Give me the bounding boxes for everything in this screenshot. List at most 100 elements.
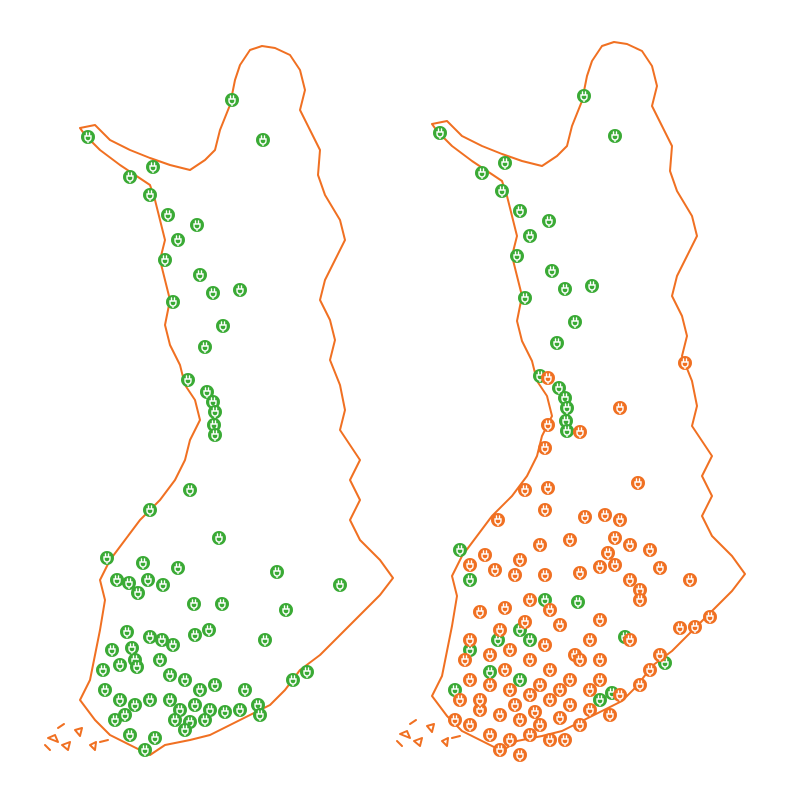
charging-station-marker[interactable] bbox=[608, 558, 622, 572]
charging-station-marker[interactable] bbox=[143, 503, 157, 517]
charging-station-marker[interactable] bbox=[193, 268, 207, 282]
charging-station-marker[interactable] bbox=[613, 513, 627, 527]
charging-station-marker[interactable] bbox=[518, 291, 532, 305]
charging-station-marker[interactable] bbox=[136, 556, 150, 570]
charging-station-marker[interactable] bbox=[593, 653, 607, 667]
charging-station-marker[interactable] bbox=[563, 698, 577, 712]
charging-station-marker[interactable] bbox=[503, 643, 517, 657]
charging-station-marker[interactable] bbox=[161, 208, 175, 222]
charging-station-marker[interactable] bbox=[125, 641, 139, 655]
charging-station-marker[interactable] bbox=[493, 623, 507, 637]
charging-station-marker[interactable] bbox=[513, 204, 527, 218]
charging-station-marker[interactable] bbox=[513, 748, 527, 762]
charging-station-marker[interactable] bbox=[498, 663, 512, 677]
charging-station-marker[interactable] bbox=[166, 295, 180, 309]
charging-station-marker[interactable] bbox=[458, 653, 472, 667]
charging-station-marker[interactable] bbox=[598, 508, 612, 522]
charging-station-marker[interactable] bbox=[608, 531, 622, 545]
charging-station-marker[interactable] bbox=[633, 678, 647, 692]
charging-station-marker[interactable] bbox=[148, 731, 162, 745]
charging-station-marker[interactable] bbox=[300, 665, 314, 679]
charging-station-marker[interactable] bbox=[508, 568, 522, 582]
charging-station-marker[interactable] bbox=[533, 678, 547, 692]
charging-station-marker[interactable] bbox=[483, 648, 497, 662]
charging-station-marker[interactable] bbox=[463, 718, 477, 732]
charging-station-marker[interactable] bbox=[146, 160, 160, 174]
charging-station-marker[interactable] bbox=[155, 633, 169, 647]
charging-station-marker[interactable] bbox=[583, 633, 597, 647]
charging-station-marker[interactable] bbox=[491, 513, 505, 527]
charging-station-marker[interactable] bbox=[571, 595, 585, 609]
charging-station-marker[interactable] bbox=[523, 593, 537, 607]
charging-station-marker[interactable] bbox=[573, 718, 587, 732]
charging-station-marker[interactable] bbox=[138, 743, 152, 757]
charging-station-marker[interactable] bbox=[168, 713, 182, 727]
charging-station-marker[interactable] bbox=[218, 705, 232, 719]
charging-station-marker[interactable] bbox=[270, 565, 284, 579]
charging-station-marker[interactable] bbox=[560, 424, 574, 438]
charging-station-marker[interactable] bbox=[212, 531, 226, 545]
charging-station-marker[interactable] bbox=[483, 728, 497, 742]
charging-station-marker[interactable] bbox=[583, 703, 597, 717]
charging-station-marker[interactable] bbox=[122, 576, 136, 590]
charging-station-marker[interactable] bbox=[171, 561, 185, 575]
charging-station-marker[interactable] bbox=[473, 703, 487, 717]
charging-station-marker[interactable] bbox=[256, 133, 270, 147]
charging-station-marker[interactable] bbox=[166, 638, 180, 652]
charging-station-marker[interactable] bbox=[156, 578, 170, 592]
charging-station-marker[interactable] bbox=[475, 166, 489, 180]
charging-station-marker[interactable] bbox=[538, 568, 552, 582]
charging-station-marker[interactable] bbox=[613, 688, 627, 702]
charging-station-marker[interactable] bbox=[703, 610, 717, 624]
charging-station-marker[interactable] bbox=[560, 401, 574, 415]
charging-station-marker[interactable] bbox=[215, 597, 229, 611]
charging-station-marker[interactable] bbox=[563, 673, 577, 687]
charging-station-marker[interactable] bbox=[473, 693, 487, 707]
charging-station-marker[interactable] bbox=[543, 693, 557, 707]
charging-station-marker[interactable] bbox=[573, 653, 587, 667]
charging-station-marker[interactable] bbox=[216, 319, 230, 333]
charging-station-marker[interactable] bbox=[538, 638, 552, 652]
charging-station-marker[interactable] bbox=[593, 613, 607, 627]
charging-station-marker[interactable] bbox=[208, 678, 222, 692]
charging-station-marker[interactable] bbox=[643, 663, 657, 677]
charging-station-marker[interactable] bbox=[178, 723, 192, 737]
charging-station-marker[interactable] bbox=[498, 156, 512, 170]
charging-station-marker[interactable] bbox=[545, 264, 559, 278]
charging-station-marker[interactable] bbox=[528, 705, 542, 719]
charging-station-marker[interactable] bbox=[523, 728, 537, 742]
charging-station-marker[interactable] bbox=[543, 603, 557, 617]
charging-station-marker[interactable] bbox=[238, 683, 252, 697]
charging-station-marker[interactable] bbox=[523, 688, 537, 702]
charging-station-marker[interactable] bbox=[143, 630, 157, 644]
charging-station-marker[interactable] bbox=[553, 711, 567, 725]
charging-station-marker[interactable] bbox=[613, 401, 627, 415]
charging-station-marker[interactable] bbox=[683, 573, 697, 587]
charging-station-marker[interactable] bbox=[483, 678, 497, 692]
charging-station-marker[interactable] bbox=[463, 633, 477, 647]
charging-station-marker[interactable] bbox=[498, 601, 512, 615]
charging-station-marker[interactable] bbox=[631, 476, 645, 490]
charging-station-marker[interactable] bbox=[448, 713, 462, 727]
charging-station-marker[interactable] bbox=[495, 184, 509, 198]
charging-station-marker[interactable] bbox=[538, 441, 552, 455]
charging-station-marker[interactable] bbox=[120, 625, 134, 639]
charging-station-marker[interactable] bbox=[585, 279, 599, 293]
charging-station-marker[interactable] bbox=[113, 658, 127, 672]
charging-station-marker[interactable] bbox=[163, 693, 177, 707]
charging-station-marker[interactable] bbox=[601, 546, 615, 560]
charging-station-marker[interactable] bbox=[279, 603, 293, 617]
charging-station-marker[interactable] bbox=[688, 620, 702, 634]
charging-station-marker[interactable] bbox=[208, 428, 222, 442]
charging-station-marker[interactable] bbox=[523, 229, 537, 243]
charging-station-marker[interactable] bbox=[553, 683, 567, 697]
charging-station-marker[interactable] bbox=[463, 558, 477, 572]
charging-station-marker[interactable] bbox=[130, 660, 144, 674]
charging-station-marker[interactable] bbox=[513, 673, 527, 687]
charging-station-marker[interactable] bbox=[563, 533, 577, 547]
charging-station-marker[interactable] bbox=[105, 643, 119, 657]
charging-station-marker[interactable] bbox=[513, 713, 527, 727]
charging-station-marker[interactable] bbox=[553, 618, 567, 632]
charging-station-marker[interactable] bbox=[533, 538, 547, 552]
charging-station-marker[interactable] bbox=[643, 543, 657, 557]
